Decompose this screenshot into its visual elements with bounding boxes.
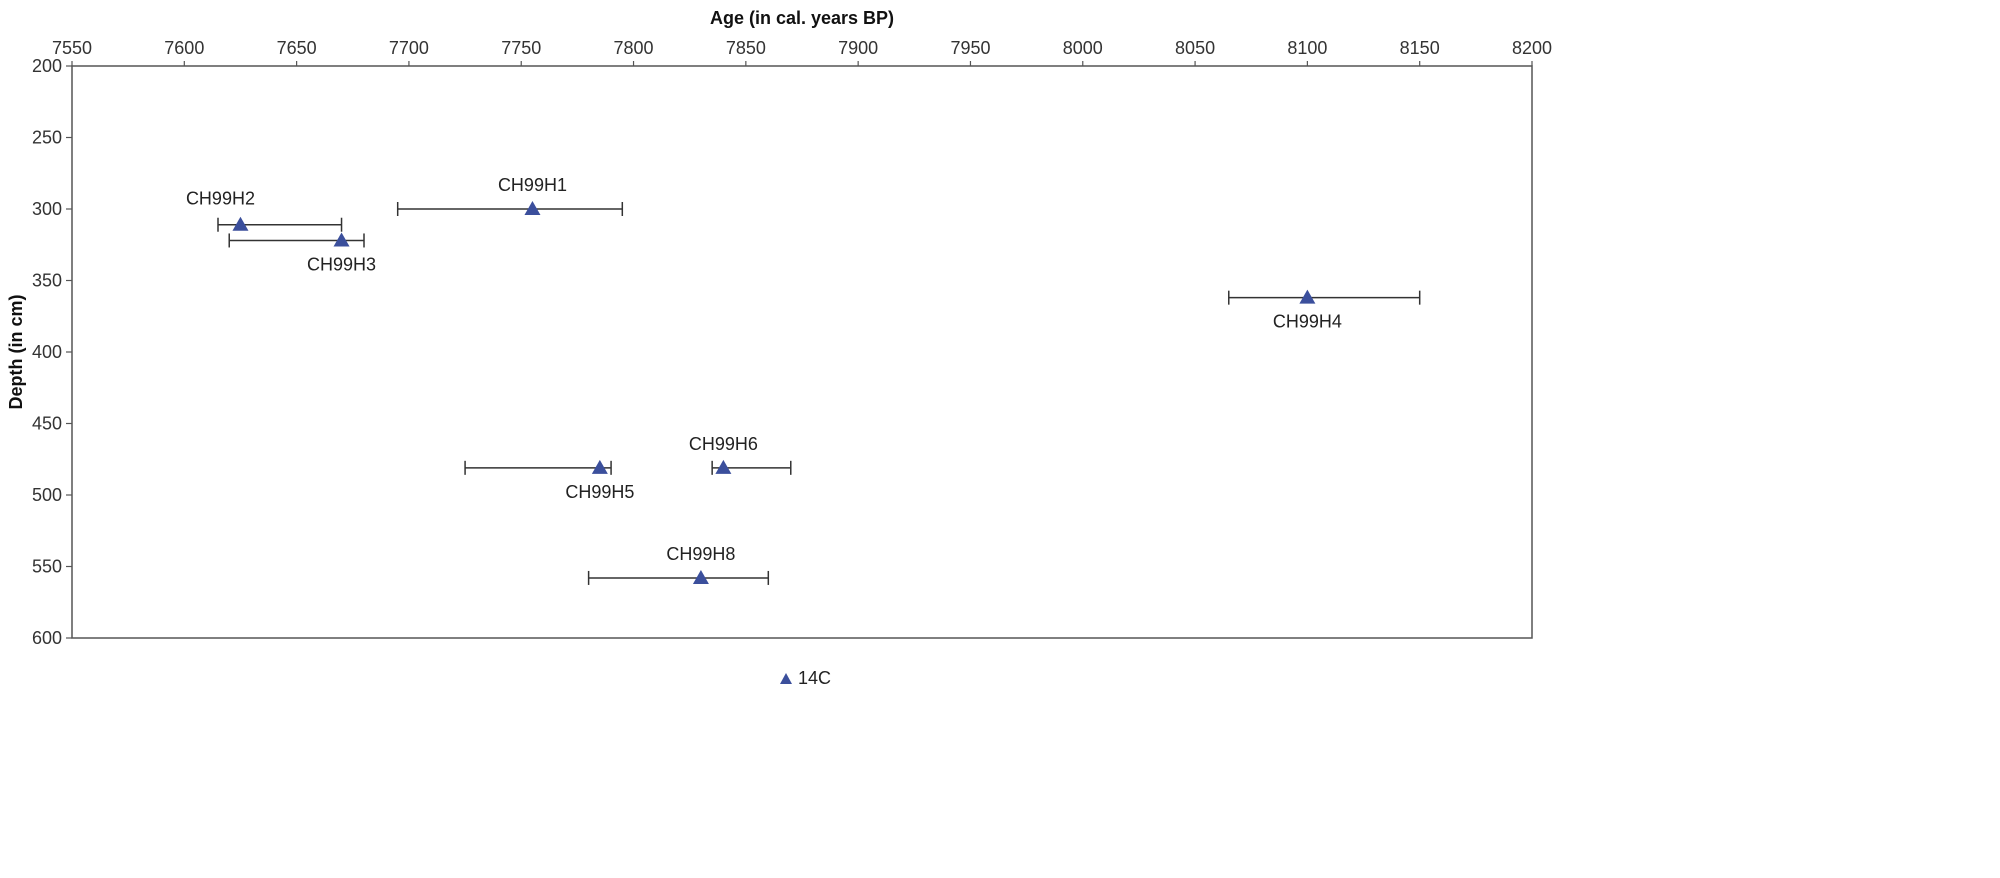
x-tick-label: 7550 bbox=[52, 38, 92, 58]
data-point-marker bbox=[232, 216, 249, 231]
y-tick-label: 400 bbox=[32, 342, 62, 362]
y-axis-title: Depth (in cm) bbox=[6, 294, 26, 409]
y-tick-label: 500 bbox=[32, 485, 62, 505]
legend-label: 14C bbox=[798, 668, 831, 688]
data-point-marker bbox=[715, 459, 732, 474]
x-tick-label: 7950 bbox=[950, 38, 990, 58]
x-tick-label: 8150 bbox=[1400, 38, 1440, 58]
y-tick-label: 300 bbox=[32, 199, 62, 219]
data-point-label: CH99H1 bbox=[498, 175, 567, 195]
y-tick-label: 600 bbox=[32, 628, 62, 648]
y-tick-label: 250 bbox=[32, 128, 62, 148]
x-tick-label: 7650 bbox=[277, 38, 317, 58]
y-tick-label: 350 bbox=[32, 271, 62, 291]
data-point-label: CH99H2 bbox=[186, 189, 255, 209]
x-tick-label: 7800 bbox=[614, 38, 654, 58]
x-axis: 7550 7600 7650 7700 7750 7800 7850 7900 7950 8000… bbox=[52, 38, 1552, 66]
legend: 14C bbox=[780, 668, 831, 688]
x-tick-label: 8000 bbox=[1063, 38, 1103, 58]
plot-area bbox=[71, 65, 1533, 639]
data-point-label: CH99H3 bbox=[307, 254, 376, 274]
data-point-label: CH99H8 bbox=[666, 544, 735, 564]
data-point-label: CH99H5 bbox=[565, 482, 634, 502]
x-axis-title: Age (in cal. years BP) bbox=[710, 8, 894, 28]
x-tick-label: 8200 bbox=[1512, 38, 1552, 58]
x-tick-label: 7600 bbox=[164, 38, 204, 58]
x-tick-label: 7900 bbox=[838, 38, 878, 58]
x-tick-label: 7750 bbox=[501, 38, 541, 58]
legend-marker-triangle-icon bbox=[780, 673, 792, 684]
data-point-marker bbox=[333, 232, 350, 247]
data-point-label: CH99H4 bbox=[1273, 312, 1342, 332]
x-tick-label: 8050 bbox=[1175, 38, 1215, 58]
x-tick-label: 8100 bbox=[1287, 38, 1327, 58]
data-point-label: CH99H6 bbox=[689, 434, 758, 454]
data-point-marker bbox=[524, 201, 541, 215]
data-point-marker bbox=[591, 459, 608, 474]
y-tick-label: 450 bbox=[32, 414, 62, 434]
y-tick-label: 200 bbox=[32, 56, 62, 76]
data-point-marker bbox=[1299, 289, 1316, 304]
y-axis: 200 250 300 350 400 450 500 550 600 bbox=[32, 56, 72, 648]
data-series: CH99H1 CH99H2 CH99H3 CH99H4 CH99H5 CH99H6 CH99… bbox=[186, 175, 1421, 585]
x-tick-label: 7850 bbox=[726, 38, 766, 58]
x-tick-label: 7700 bbox=[389, 38, 429, 58]
data-point-marker bbox=[692, 569, 709, 584]
y-tick-label: 550 bbox=[32, 557, 62, 577]
